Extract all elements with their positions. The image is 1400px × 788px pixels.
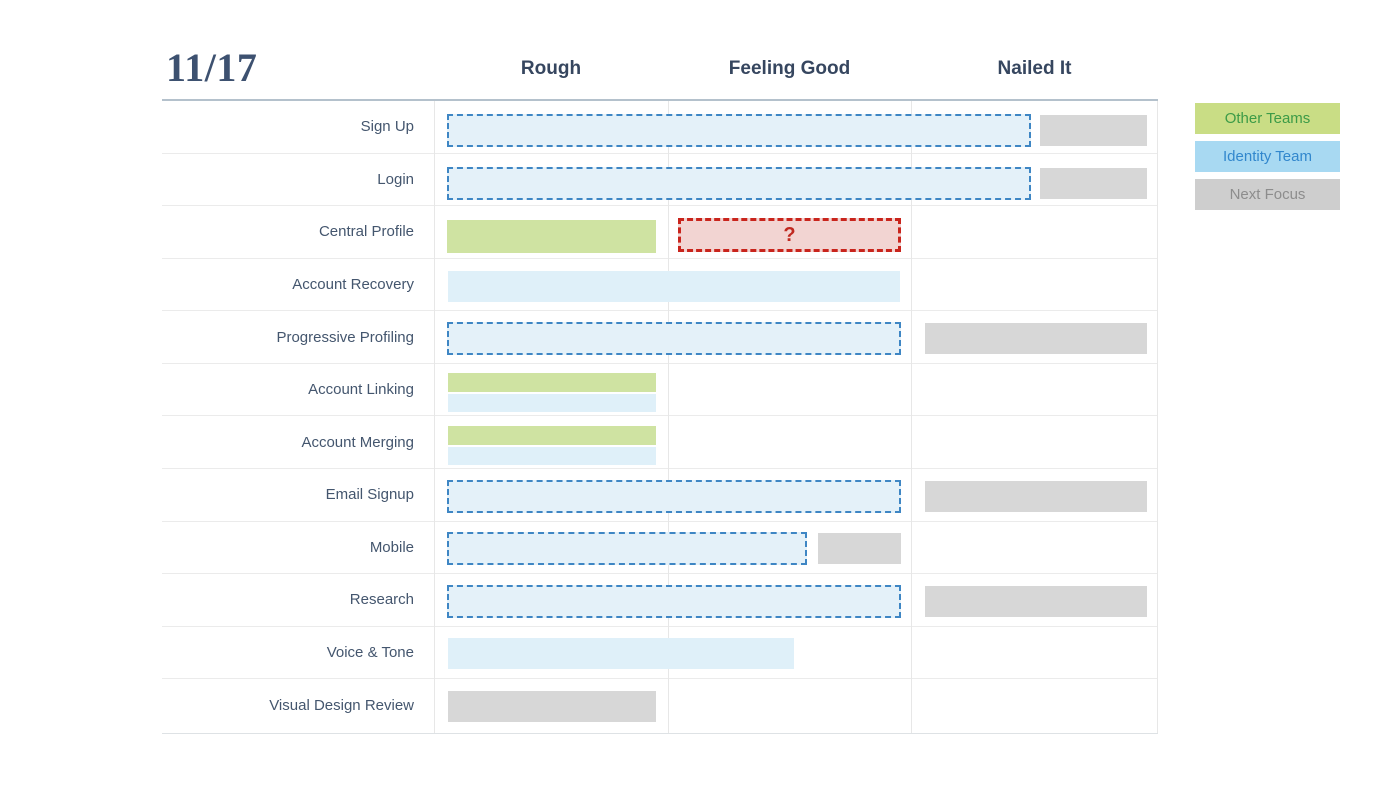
column-header-feeling-good: Feeling Good [728, 58, 851, 79]
row-label-visual-design-review: Visual Design Review [269, 697, 414, 715]
bar-login-next-focus[interactable] [1040, 168, 1147, 199]
column-divider [434, 101, 435, 733]
row-label-email-signup: Email Signup [325, 486, 414, 504]
table-row: Account Recovery [162, 259, 1158, 312]
legend-item-next-focus: Next Focus [1195, 179, 1340, 210]
table-row: Account Linking [162, 364, 1158, 417]
bar-account-linking-other-team[interactable] [448, 373, 656, 392]
row-label-account-linking: Account Linking [308, 381, 414, 399]
bar-voice-tone-identity-solid[interactable] [448, 638, 794, 669]
table-bars: ? [162, 101, 1158, 733]
bar-central-profile-question[interactable]: ? [678, 218, 901, 252]
table-rows: Sign Up Login Central Profile Account Recov… [162, 101, 1158, 733]
table-row: Voice & Tone [162, 627, 1158, 680]
table-row: Sign Up [162, 101, 1158, 154]
row-label-login: Login [377, 170, 414, 188]
bar-research-identity-planned[interactable] [447, 585, 901, 618]
legend: Other Teams Identity Team Next Focus [1195, 103, 1340, 210]
column-divider [668, 101, 669, 733]
column-divider [911, 101, 912, 733]
table-row: Email Signup [162, 469, 1158, 522]
bar-email-signup-next-focus[interactable] [925, 481, 1147, 512]
bar-account-recovery-identity-solid[interactable] [448, 271, 900, 302]
bar-research-next-focus[interactable] [925, 586, 1147, 617]
column-header-rough: Rough [520, 58, 582, 79]
row-label-account-recovery: Account Recovery [292, 276, 414, 294]
bar-email-signup-identity-planned[interactable] [447, 480, 901, 513]
bar-account-merging-other-team[interactable] [448, 426, 656, 445]
bar-login-identity-planned[interactable] [447, 167, 1031, 200]
bar-mobile-next-focus[interactable] [818, 533, 901, 564]
row-label-central-profile: Central Profile [318, 223, 414, 241]
row-label-voice-tone: Voice & Tone [326, 644, 414, 662]
bar-progressive-profiling-identity-planned[interactable] [447, 322, 901, 355]
bar-progressive-profiling-next-focus[interactable] [925, 323, 1147, 354]
table-row: Visual Design Review [162, 679, 1158, 732]
status-table: Sign Up Login Central Profile Account Recov… [162, 99, 1158, 734]
table-row: Mobile [162, 522, 1158, 575]
bar-central-profile-other-team[interactable] [447, 220, 656, 253]
legend-item-identity-team: Identity Team [1195, 141, 1340, 172]
column-header-nailed-it: Nailed It [997, 58, 1072, 79]
page-title: 11/17 [166, 45, 258, 90]
bar-account-merging-identity-solid[interactable] [448, 447, 656, 465]
column-divider [1157, 101, 1158, 733]
bar-account-linking-identity-solid[interactable] [448, 394, 656, 412]
bar-sign-up-identity-planned[interactable] [447, 114, 1031, 147]
legend-item-other-teams: Other Teams [1195, 103, 1340, 134]
table-row: Login [162, 154, 1158, 207]
bar-mobile-identity-planned[interactable] [447, 532, 807, 565]
row-label-research: Research [349, 591, 414, 609]
row-label-mobile: Mobile [369, 538, 414, 556]
bar-sign-up-next-focus[interactable] [1040, 115, 1147, 146]
table-row: Account Merging [162, 416, 1158, 470]
bar-visual-design-review-next-focus[interactable] [448, 691, 656, 722]
table-row: Central Profile [162, 206, 1158, 259]
row-label-account-merging: Account Merging [301, 433, 414, 451]
table-row: Research [162, 574, 1158, 627]
row-label-progressive-profiling: Progressive Profiling [276, 328, 414, 346]
table-row: Progressive Profiling [162, 311, 1158, 364]
row-label-sign-up: Sign Up [360, 118, 414, 136]
